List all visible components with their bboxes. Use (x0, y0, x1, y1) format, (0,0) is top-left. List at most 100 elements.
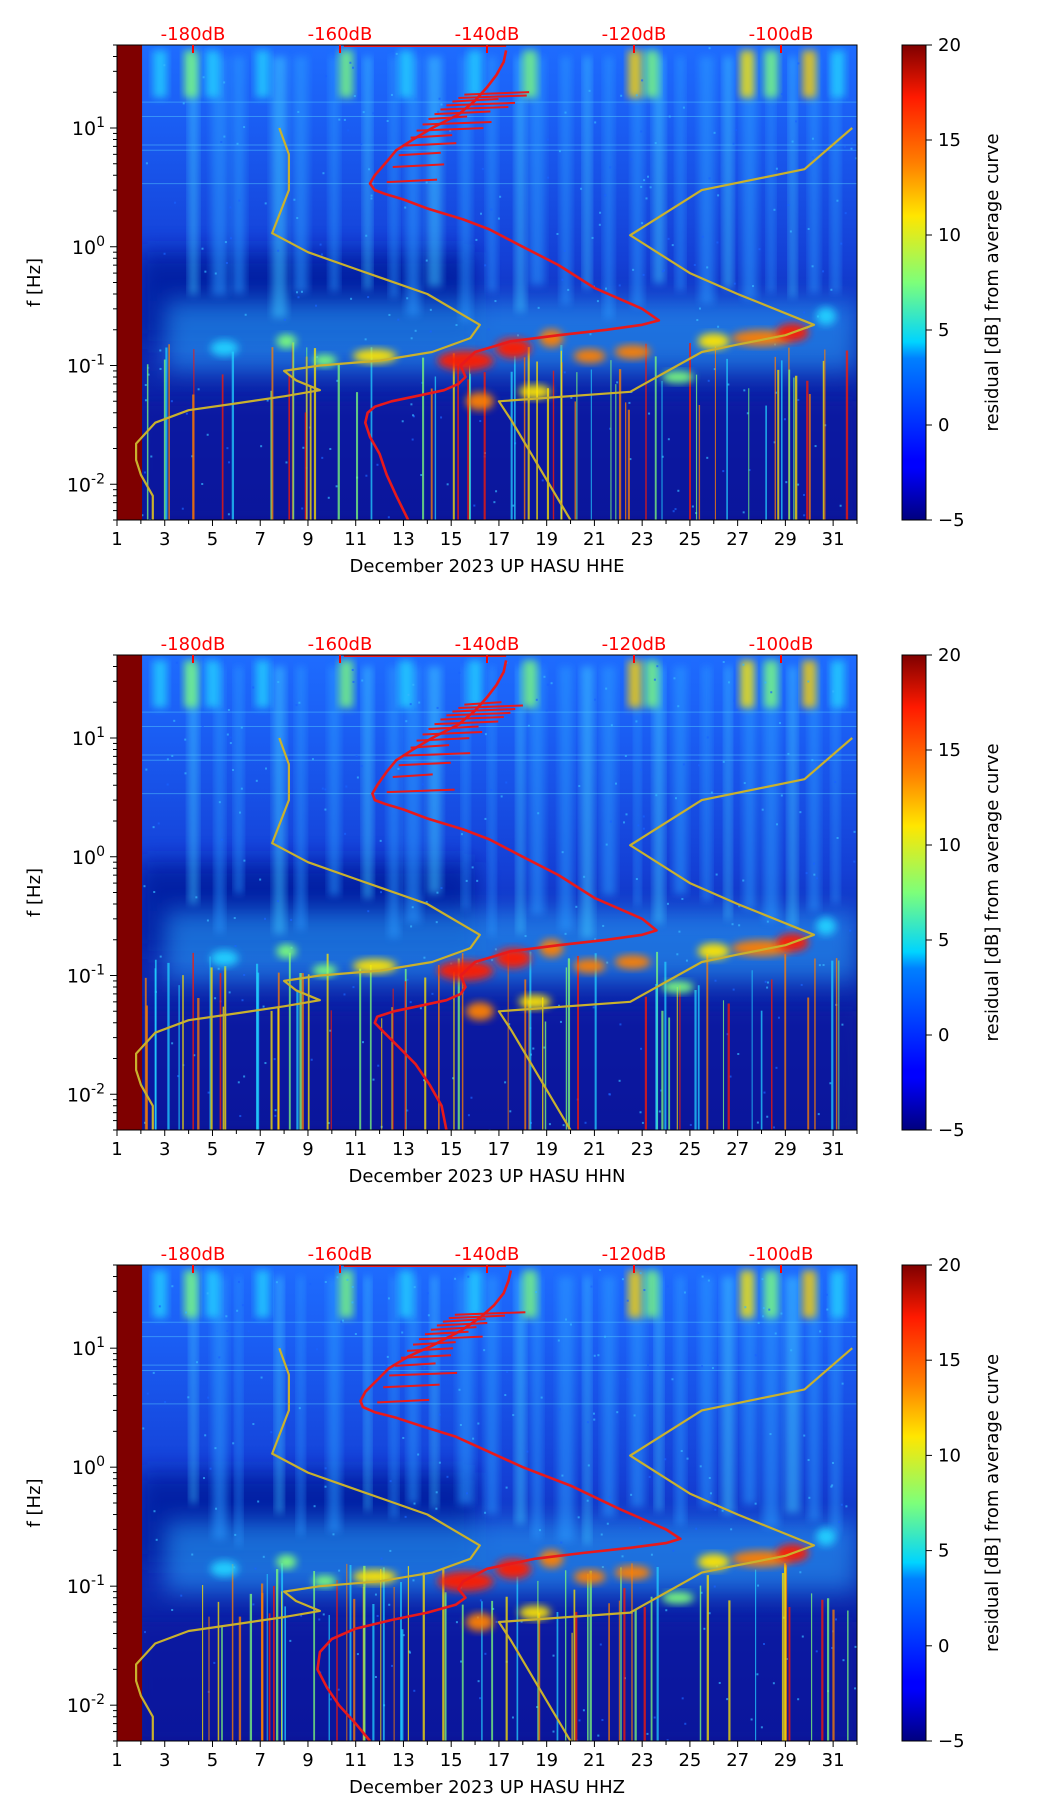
noise-model-curve (135, 127, 481, 520)
noise-speckle (853, 860, 856, 863)
noise-speckle (229, 237, 232, 240)
noise-speckle (764, 681, 767, 684)
noise-speckle (255, 779, 258, 782)
noise-speckle (628, 401, 631, 404)
noise-speckle (207, 1396, 210, 1399)
noise-speckle (727, 383, 730, 386)
noise-speckle (413, 1689, 416, 1692)
noise-speckle (540, 1396, 543, 1399)
noise-speckle (409, 703, 412, 706)
noise-speckle (229, 742, 232, 745)
noise-speckle (232, 1442, 235, 1445)
db-tick-label: -140dB (455, 634, 520, 655)
noise-speckle (666, 1285, 669, 1288)
noise-speckle (642, 273, 645, 276)
noise-speckle (762, 1307, 765, 1310)
x-axis-label: December 2023 UP HASU HHE (350, 556, 625, 577)
noise-speckle (537, 812, 540, 815)
noise-speckle (408, 1650, 411, 1653)
noise-speckle (494, 948, 497, 951)
low-frequency-zone (136, 1011, 857, 1130)
noise-speckle (388, 1603, 391, 1606)
high-frequency-patch (740, 50, 755, 98)
noise-speckle (783, 418, 786, 421)
noise-speckle (159, 367, 162, 370)
noise-speckle (468, 727, 471, 730)
day-streak (763, 666, 779, 922)
noise-speckle (608, 1496, 611, 1499)
noise-speckle (262, 1005, 265, 1008)
noise-speckle (440, 103, 443, 106)
noise-speckle (586, 1499, 589, 1502)
noise-speckle (229, 736, 232, 739)
day-streak (831, 56, 840, 293)
noise-speckle (347, 129, 350, 132)
noise-speckle (440, 887, 443, 890)
noise-speckle (807, 680, 810, 683)
noise-speckle (676, 953, 679, 956)
noise-speckle (708, 177, 711, 180)
colorbar-label: residual [dB] from average curve (982, 133, 1003, 431)
noise-speckle (743, 389, 746, 392)
noise-speckle (649, 186, 652, 189)
x-tick-label: 13 (392, 529, 415, 550)
noise-speckle (797, 398, 800, 401)
noise-speckle (477, 1680, 480, 1683)
microseism-peak (539, 329, 564, 348)
high-frequency-patch (628, 660, 642, 708)
noise-speckle (229, 206, 232, 209)
noise-speckle (667, 438, 670, 441)
noise-speckle (171, 1042, 174, 1045)
microseism-peak (614, 344, 651, 359)
noise-speckle (635, 94, 638, 97)
noise-speckle (545, 709, 548, 712)
noise-speckle (655, 794, 658, 797)
noise-speckle (166, 783, 169, 786)
noise-speckle (240, 726, 243, 729)
noise-speckle (825, 1337, 828, 1340)
noise-speckle (721, 797, 724, 800)
noise-speckle (813, 862, 816, 865)
day-streak (296, 666, 306, 930)
noise-speckle (324, 1485, 327, 1488)
noise-speckle (218, 801, 221, 804)
noise-speckle (677, 705, 680, 708)
noise-speckle (143, 471, 146, 474)
noise-speckle (845, 1505, 848, 1508)
x-tick-label: 13 (392, 1139, 415, 1160)
noise-speckle (593, 1354, 596, 1357)
noise-speckle (639, 1272, 642, 1275)
noise-speckle (141, 514, 144, 517)
noise-speckle (390, 1664, 393, 1667)
noise-speckle (832, 690, 835, 693)
noise-speckle (226, 733, 229, 736)
noise-speckle (598, 223, 601, 226)
high-frequency-patch (184, 50, 198, 98)
noise-speckle (681, 1697, 684, 1700)
psd-spike (404, 142, 457, 147)
psd-spike (422, 120, 492, 126)
noise-speckle (419, 1007, 422, 1010)
noise-speckle (217, 967, 220, 970)
noise-speckle (600, 1533, 603, 1536)
noise-speckle (285, 461, 288, 464)
noise-speckle (302, 446, 305, 449)
noise-speckle (666, 1739, 669, 1741)
noise-speckle (616, 381, 619, 384)
noise-speckle (361, 679, 364, 682)
day-streak (763, 1276, 779, 1528)
noise-speckle (455, 324, 458, 327)
noise-speckle (811, 759, 814, 762)
noise-speckle (811, 137, 814, 140)
noise-speckle (372, 112, 375, 115)
day-streak (673, 666, 687, 895)
noise-speckle (822, 964, 825, 967)
colorbar-tick-label: 15 (938, 130, 961, 151)
noise-speckle (438, 97, 441, 100)
noise-speckle (602, 924, 605, 927)
psd-spike (422, 730, 483, 736)
day-streak (602, 1276, 616, 1517)
noise-speckle (214, 1447, 217, 1450)
noise-speckle (418, 701, 421, 704)
noise-speckle (660, 1089, 663, 1092)
